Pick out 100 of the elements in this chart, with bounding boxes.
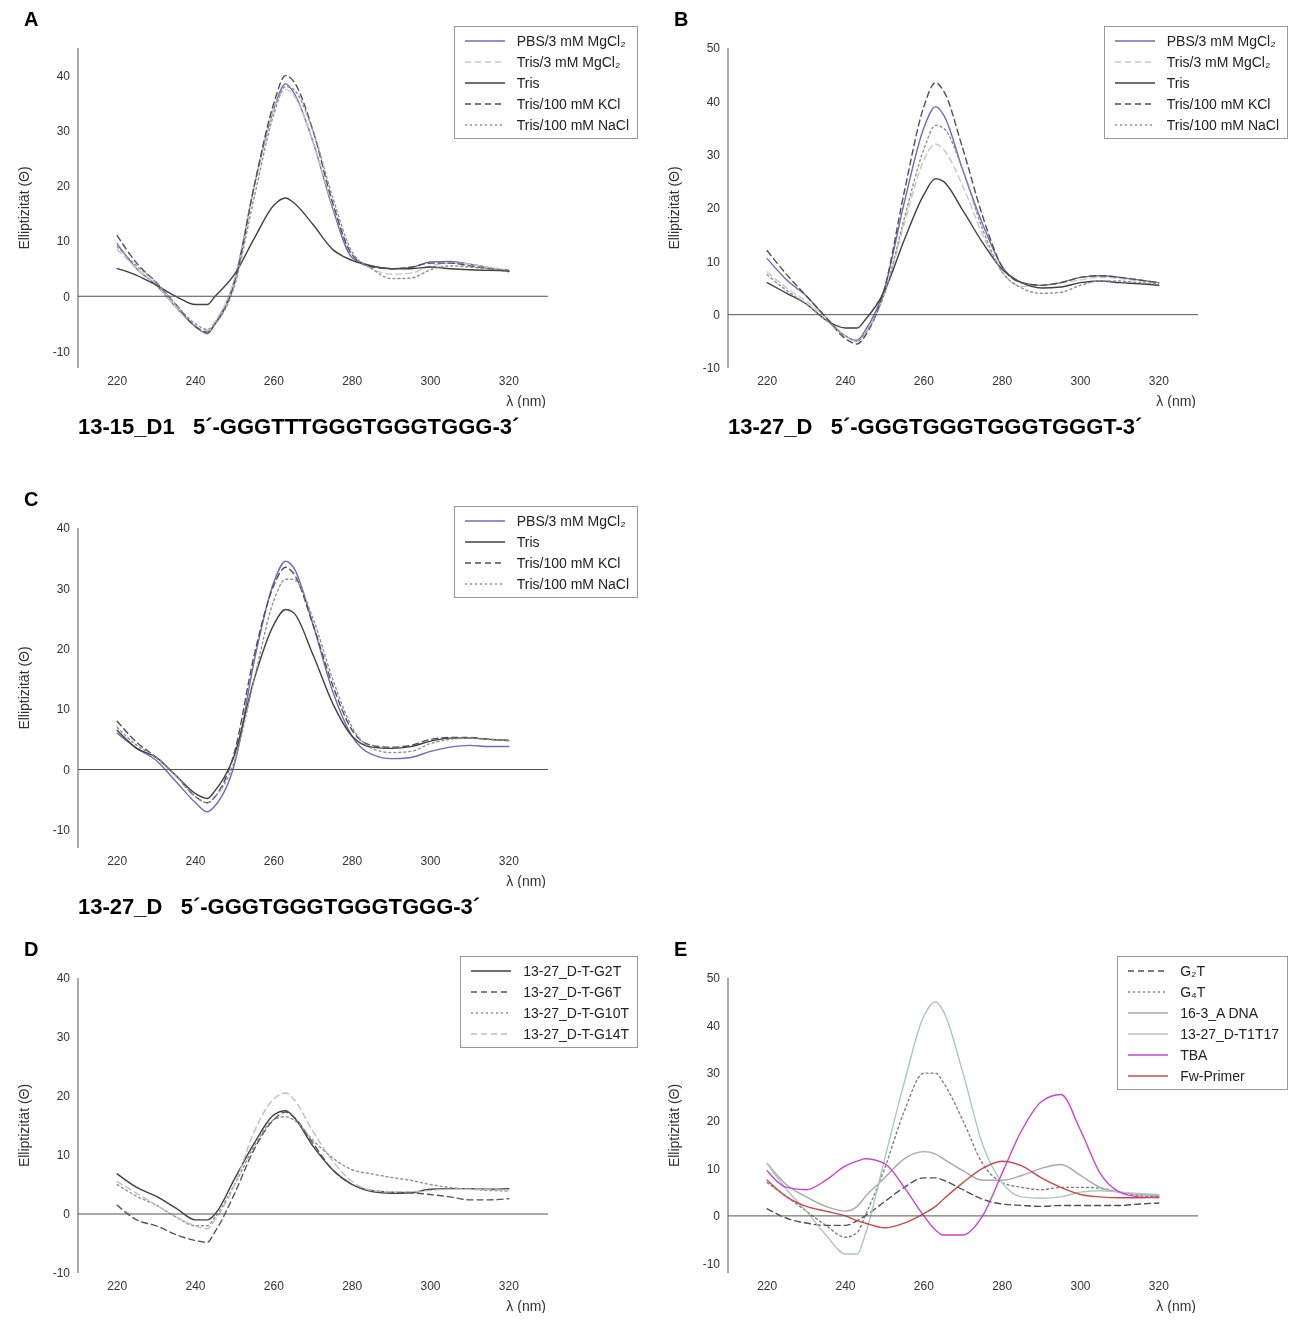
y-axis-title: Elliptizität (Θ) xyxy=(665,1083,682,1168)
x-tick-label: 220 xyxy=(107,373,128,388)
line-series xyxy=(116,608,510,800)
line-series xyxy=(116,197,510,306)
line-series xyxy=(766,1150,1160,1212)
y-tick-label: 40 xyxy=(706,94,721,109)
y-tick-label: 30 xyxy=(706,1066,721,1081)
y-axis-title: Elliptizität (Θ) xyxy=(15,1083,32,1168)
y-tick-label: 10 xyxy=(706,1161,721,1176)
y-tick-label: 30 xyxy=(56,581,71,596)
x-tick-label: 240 xyxy=(185,373,206,388)
y-tick-label: 10 xyxy=(56,1148,71,1163)
x-tick-label: 240 xyxy=(185,1278,206,1293)
text: 13-15_D1 5´-GGGTTTGGGTGGGTGGG-3´ xyxy=(78,414,521,440)
y-tick-label: 0 xyxy=(713,307,721,322)
y-tick-label: 0 xyxy=(63,762,71,777)
y-tick-label: 0 xyxy=(63,1207,71,1222)
legend-label: 13-27_D-T-G2T xyxy=(523,962,622,979)
y-tick-label: 40 xyxy=(56,971,71,986)
legend-label: Tris/100 mM KCl xyxy=(516,554,621,571)
x-tick-label: 260 xyxy=(913,1278,935,1293)
x-tick-label: 280 xyxy=(992,373,1013,388)
legend-label: 13-27_D-T-G14T xyxy=(523,1025,629,1042)
x-tick-label: 320 xyxy=(498,1278,520,1293)
y-tick-label: 20 xyxy=(56,642,71,657)
x-tick-label: 280 xyxy=(992,1278,1013,1293)
x-tick-label: 260 xyxy=(913,373,935,388)
x-tick-label: 320 xyxy=(498,853,520,868)
y-tick-label: 10 xyxy=(706,254,721,269)
x-tick-label: 260 xyxy=(263,373,285,388)
y-axis-title: Elliptizität (Θ) xyxy=(15,646,32,730)
chart-title: B xyxy=(674,8,689,31)
y-axis-title: Elliptizität (Θ) xyxy=(665,166,682,250)
y-tick-label: 40 xyxy=(56,521,71,536)
x-tick-label: 220 xyxy=(757,373,778,388)
y-tick-label: -10 xyxy=(52,344,71,359)
x-tick-label: 260 xyxy=(263,1278,285,1293)
y-tick-label: 10 xyxy=(56,702,71,717)
legend-label: G₂T xyxy=(1180,962,1206,979)
x-axis-title: λ (nm) xyxy=(506,393,546,409)
y-tick-label: 40 xyxy=(56,68,71,83)
x-tick-label: 320 xyxy=(498,373,520,388)
legend-label: Tris xyxy=(516,74,540,91)
legend-label: Tris/3 mM MgCl₂ xyxy=(516,53,621,70)
y-tick-label: 30 xyxy=(706,147,721,162)
x-tick-label: 260 xyxy=(263,853,285,868)
x-tick-label: 300 xyxy=(420,1278,441,1293)
x-tick-label: 240 xyxy=(835,1278,856,1293)
chart-title: E xyxy=(674,938,688,961)
text: 13-27_D 5´-GGGTGGGTGGGTGGG-3´ xyxy=(78,894,482,920)
chart-title: D xyxy=(24,938,39,961)
line-series xyxy=(766,1160,1160,1229)
legend-label: Tris/100 mM NaCl xyxy=(516,575,629,592)
y-tick-label: 0 xyxy=(713,1209,721,1224)
text: 13-27_D 5´-GGGTGGGTGGGTGGGT-3´ xyxy=(728,414,1144,440)
x-axis-title: λ (nm) xyxy=(506,1298,546,1314)
y-tick-label: 50 xyxy=(706,971,721,986)
y-tick-label: 30 xyxy=(56,1030,71,1045)
legend-label: Tris/3 mM MgCl₂ xyxy=(1166,53,1271,70)
line-series xyxy=(766,1001,1160,1255)
legend-label: 16-3_A DNA xyxy=(1180,1004,1258,1021)
x-tick-label: 300 xyxy=(420,373,441,388)
legend-label: 13-27_D-T-G10T xyxy=(523,1004,629,1021)
chart-title: C xyxy=(24,488,39,511)
x-tick-label: 280 xyxy=(342,853,363,868)
chart-title: A xyxy=(24,8,39,31)
x-tick-label: 240 xyxy=(185,853,206,868)
x-axis-title: λ (nm) xyxy=(1156,393,1196,409)
x-axis-title: λ (nm) xyxy=(1156,1298,1196,1314)
legend-label: Tris/100 mM NaCl xyxy=(516,116,629,133)
x-tick-label: 300 xyxy=(1070,373,1091,388)
line-series xyxy=(116,1092,510,1230)
y-axis-title: Elliptizität (Θ) xyxy=(15,166,32,250)
legend-label: PBS/3 mM MgCl₂ xyxy=(1166,32,1276,49)
legend-label: PBS/3 mM MgCl₂ xyxy=(516,32,626,49)
y-tick-label: 20 xyxy=(706,201,721,216)
legend-label: Fw-Primer xyxy=(1180,1067,1245,1084)
y-tick-label: -10 xyxy=(52,823,71,838)
x-tick-label: 220 xyxy=(757,1278,778,1293)
legend-label: Tris/100 mM NaCl xyxy=(1166,116,1279,133)
y-tick-label: -10 xyxy=(52,1266,71,1281)
y-tick-label: 10 xyxy=(56,234,71,249)
y-tick-label: 50 xyxy=(706,41,721,56)
y-tick-label: 20 xyxy=(56,179,71,194)
y-tick-label: 20 xyxy=(706,1114,721,1128)
legend-label: Tris xyxy=(516,533,540,550)
x-tick-label: 240 xyxy=(835,373,856,388)
x-tick-label: 220 xyxy=(107,1278,128,1293)
x-tick-label: 220 xyxy=(107,853,128,868)
x-tick-label: 300 xyxy=(420,853,441,868)
legend-label: Tris xyxy=(1166,74,1190,91)
x-tick-label: 320 xyxy=(1148,373,1170,388)
y-tick-label: 0 xyxy=(63,289,71,304)
legend-label: G₄T xyxy=(1180,983,1206,1000)
line-series xyxy=(766,177,1160,329)
x-tick-label: 300 xyxy=(1070,1278,1091,1293)
x-axis-title: λ (nm) xyxy=(506,873,546,889)
x-tick-label: 320 xyxy=(1148,1278,1170,1293)
x-tick-label: 280 xyxy=(342,1278,363,1293)
legend-label: 13-27_D-T-G6T xyxy=(523,983,622,1000)
